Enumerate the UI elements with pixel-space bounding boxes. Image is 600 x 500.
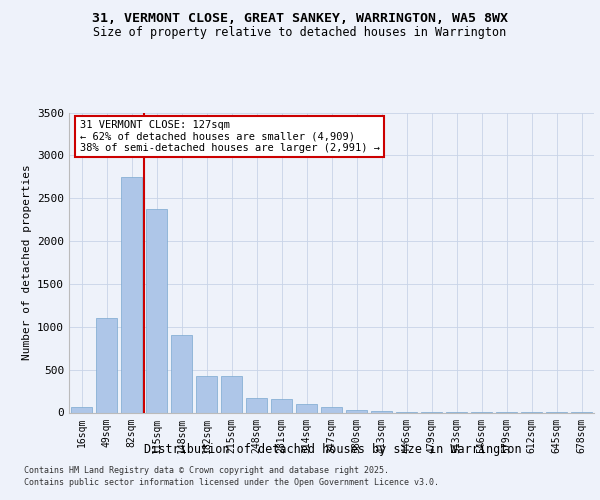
Bar bbox=[96, 318, 117, 412]
Bar bbox=[171, 336, 192, 412]
Bar bbox=[121, 177, 142, 412]
Bar bbox=[71, 408, 92, 412]
Bar bbox=[321, 408, 342, 412]
Bar bbox=[221, 376, 242, 412]
Text: 31, VERMONT CLOSE, GREAT SANKEY, WARRINGTON, WA5 8WX: 31, VERMONT CLOSE, GREAT SANKEY, WARRING… bbox=[92, 12, 508, 26]
Text: Size of property relative to detached houses in Warrington: Size of property relative to detached ho… bbox=[94, 26, 506, 39]
Bar bbox=[371, 411, 392, 412]
Bar bbox=[346, 410, 367, 412]
Text: Contains HM Land Registry data © Crown copyright and database right 2025.: Contains HM Land Registry data © Crown c… bbox=[24, 466, 389, 475]
Text: Distribution of detached houses by size in Warrington: Distribution of detached houses by size … bbox=[144, 442, 522, 456]
Bar bbox=[246, 398, 267, 412]
Text: Contains public sector information licensed under the Open Government Licence v3: Contains public sector information licen… bbox=[24, 478, 439, 487]
Bar bbox=[271, 399, 292, 412]
Bar bbox=[296, 404, 317, 412]
Y-axis label: Number of detached properties: Number of detached properties bbox=[22, 164, 32, 360]
Text: 31 VERMONT CLOSE: 127sqm
← 62% of detached houses are smaller (4,909)
38% of sem: 31 VERMONT CLOSE: 127sqm ← 62% of detach… bbox=[79, 120, 380, 153]
Bar bbox=[146, 208, 167, 412]
Bar bbox=[196, 376, 217, 412]
